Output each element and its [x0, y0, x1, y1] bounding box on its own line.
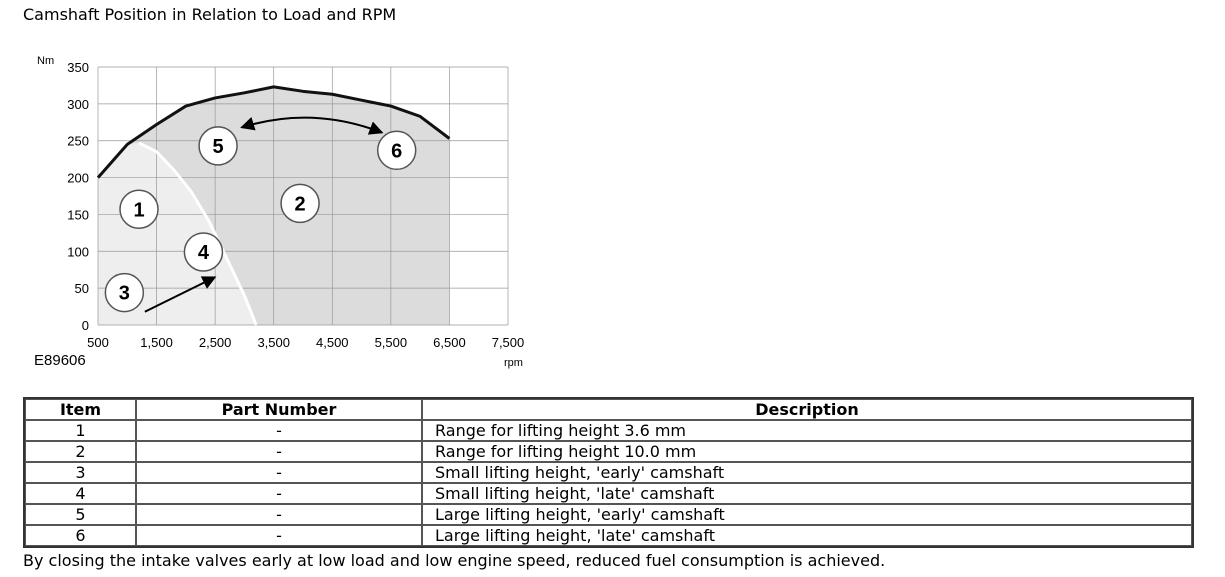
item-cell: 3 [25, 462, 136, 483]
part-number-cell: - [136, 525, 422, 546]
table-header-row: Item Part Number Description [25, 399, 1192, 420]
x-tick-label: 500 [87, 335, 109, 350]
callout-label: 4 [198, 242, 210, 264]
table-row: 1 - Range for lifting height 3.6 mm [25, 420, 1192, 441]
description-cell: Range for lifting height 10.0 mm [422, 441, 1192, 462]
region-boundary-line [138, 141, 258, 326]
x-tick-label: 7,500 [492, 335, 525, 350]
y-tick-label: 300 [67, 97, 89, 112]
part-number-cell: - [136, 504, 422, 525]
description-cell: Small lifting height, 'early' camshaft [422, 462, 1192, 483]
part-number-cell: - [136, 483, 422, 504]
description-cell: Large lifting height, 'early' camshaft [422, 504, 1192, 525]
callout-label: 2 [295, 193, 306, 215]
table-row: 6 - Large lifting height, 'late' camshaf… [25, 525, 1192, 546]
table-row: 2 - Range for lifting height 10.0 mm [25, 441, 1192, 462]
parts-table: Item Part Number Description 1 - Range f… [23, 397, 1194, 548]
description-cell: Large lifting height, 'late' camshaft [422, 525, 1192, 546]
footnote: By closing the intake valves early at lo… [23, 551, 886, 570]
part-number-cell: - [136, 462, 422, 483]
x-tick-label: 5,500 [375, 335, 408, 350]
header-item: Item [25, 399, 136, 420]
item-cell: 6 [25, 525, 136, 546]
callout-circle [198, 126, 238, 166]
item-cell: 5 [25, 504, 136, 525]
y-tick-label: 350 [67, 60, 89, 75]
y-tick-label: 0 [82, 318, 89, 333]
x-tick-label: 3,500 [257, 335, 290, 350]
callout-marker: 5 [198, 126, 238, 166]
callout-label: 3 [119, 283, 130, 305]
part-number-cell: - [136, 441, 422, 462]
table-row: 3 - Small lifting height, 'early' camsha… [25, 462, 1192, 483]
callout-marker: 3 [104, 272, 145, 313]
x-tick-label: 2,500 [199, 335, 232, 350]
x-unit-label: rpm [504, 357, 523, 369]
callout-label: 1 [133, 199, 144, 221]
figure-id: E89606 [34, 352, 86, 369]
description-cell: Small lifting height, 'late' camshaft [422, 483, 1192, 504]
callout-marker: 2 [280, 183, 320, 224]
item-cell: 1 [25, 420, 136, 441]
y-tick-label: 50 [75, 281, 89, 296]
plot-area: 500 1,500 2,500 3,500 4,500 5,500 6,500 7,500 0 5… [67, 60, 524, 350]
item-cell: 2 [25, 441, 136, 462]
y-tick-label: 200 [67, 171, 89, 186]
callout-circle [119, 189, 159, 230]
callout-arrow [240, 116, 384, 135]
callout-circle [280, 183, 320, 224]
callout-circle [376, 130, 417, 171]
part-number-cell: - [136, 420, 422, 441]
y-tick-label: 100 [67, 244, 89, 259]
callout-circle [183, 232, 224, 272]
header-part-number: Part Number [136, 399, 422, 420]
callout-label: 5 [213, 136, 224, 158]
callout-label: 6 [391, 140, 402, 162]
y-unit-label: Nm [37, 55, 54, 67]
item-cell: 4 [25, 483, 136, 504]
callout-circle [104, 272, 145, 313]
x-tick-label: 4,500 [316, 335, 349, 350]
x-tick-label: 6,500 [433, 335, 466, 350]
callout-arrow [144, 276, 217, 313]
callout-marker: 1 [119, 189, 159, 230]
x-tick-label: 1,500 [140, 335, 173, 350]
full-load-curve [96, 85, 451, 179]
table-row: 4 - Small lifting height, 'late' camshaf… [25, 483, 1192, 504]
y-tick-label: 250 [67, 134, 89, 149]
table-row: 5 - Large lifting height, 'early' camsha… [25, 504, 1192, 525]
page-title: Camshaft Position in Relation to Load an… [23, 5, 397, 24]
y-tick-label: 150 [67, 207, 89, 222]
header-description: Description [422, 399, 1192, 420]
description-cell: Range for lifting height 3.6 mm [422, 420, 1192, 441]
callout-marker: 4 [183, 232, 224, 272]
camshaft-chart: 500 1,500 2,500 3,500 4,500 5,500 6,500 7,500 0 5… [34, 55, 524, 369]
callout-marker: 6 [376, 130, 417, 171]
